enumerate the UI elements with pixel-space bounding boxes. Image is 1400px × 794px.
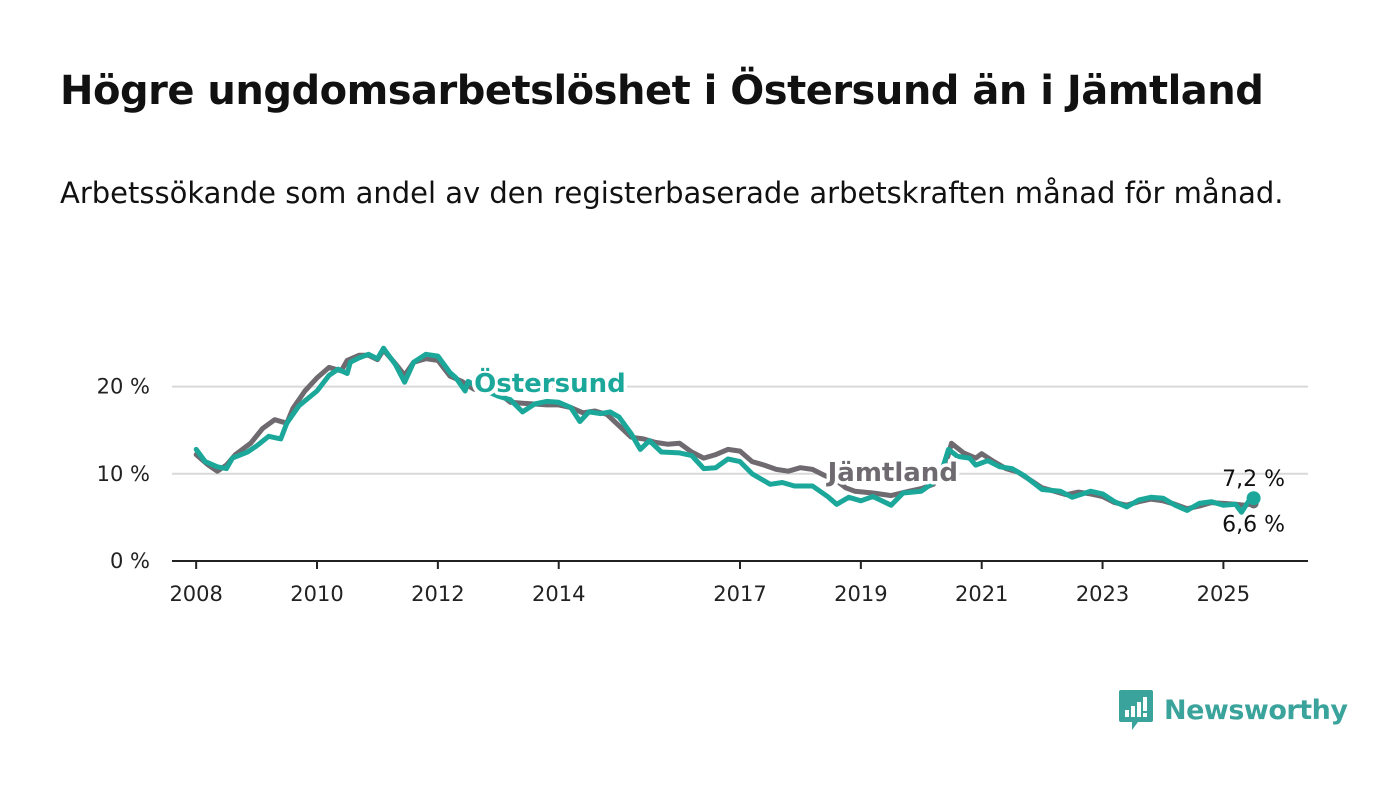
- x-tick-label: 2014: [532, 582, 585, 606]
- series-lines: [193, 345, 1261, 515]
- x-tick-label: 2019: [834, 582, 887, 606]
- x-tick-label: 2017: [713, 582, 766, 606]
- chart-title: Högre ungdomsarbetslöshet i Östersund än…: [60, 68, 1264, 114]
- y-axis-ticks: 0 % 10 % 20 %: [97, 375, 150, 573]
- grid-lines: [172, 385, 1308, 475]
- x-tick-label: 2023: [1076, 582, 1129, 606]
- series-line-0: [193, 347, 1257, 512]
- y-tick-label: 20 %: [97, 375, 150, 399]
- y-tick-label: 0 %: [110, 549, 150, 573]
- x-tick-label: 2008: [169, 582, 222, 606]
- x-tick-label: 2010: [290, 582, 343, 606]
- series-line-1: [193, 345, 1257, 515]
- brand-name: Newsworthy: [1164, 694, 1348, 726]
- x-axis-ticks: 2008 2010 2012 2014 2017 2019 2021 2023 2025: [169, 561, 1250, 606]
- x-tick-label: 2012: [411, 582, 464, 606]
- newsworthy-brand: Newsworthy: [1118, 688, 1348, 732]
- series-label-0: Jämtland: [826, 458, 958, 488]
- x-tick-label: 2025: [1197, 582, 1250, 606]
- chart-subtitle: Arbetssökande som andel av den registerb…: [60, 176, 1284, 210]
- series-label-1: Östersund: [474, 366, 626, 399]
- series-end-label-1: 7,2 %: [1222, 467, 1285, 492]
- series-end-label-0: 6,6 %: [1222, 512, 1285, 537]
- x-tick-label: 2021: [955, 582, 1008, 606]
- series-end-point-1: [1246, 491, 1261, 506]
- series-labels: Jämtland Östersund 6,6 % 7,2 %: [471, 362, 1285, 537]
- y-tick-label: 10 %: [97, 462, 150, 486]
- newsworthy-logo-icon: [1119, 690, 1153, 730]
